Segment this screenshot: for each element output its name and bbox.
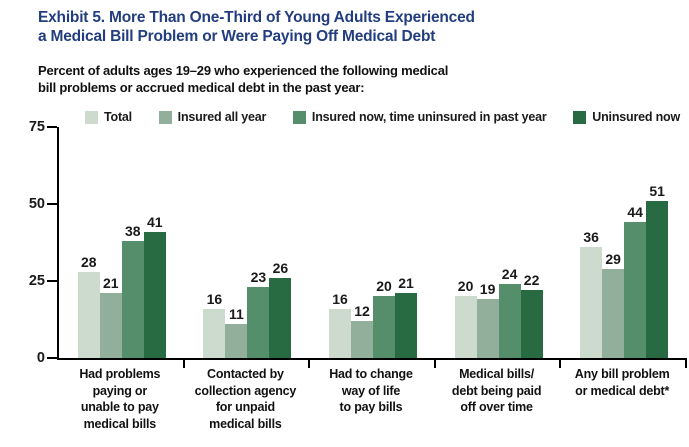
legend-swatch-icon <box>292 110 306 124</box>
x-axis-tick-mark <box>182 360 185 368</box>
bar-value-label: 16 <box>205 289 224 308</box>
bar-value-label: 22 <box>522 271 541 290</box>
bar-total: 28 <box>77 252 100 358</box>
bar-value-label: 12 <box>353 302 371 321</box>
bar-uninsured-now: 41 <box>143 212 166 358</box>
bar-insured-all-year: 29 <box>602 249 625 358</box>
bar-insured-now-time-uninsured-in-past-year: 24 <box>498 265 521 358</box>
chart-subtitle: Percent of adults ages 19–29 who experie… <box>38 63 449 95</box>
bar-uninsured-now: 22 <box>520 271 543 358</box>
category-label: Any bill problem or medical debt* <box>574 367 670 398</box>
bar-total: 16 <box>328 289 351 358</box>
legend-item-insured-all-year: Insured all year <box>158 110 267 124</box>
legend-swatch-icon <box>85 110 98 124</box>
category-label: Contacted by collection agency for unpai… <box>194 367 297 431</box>
bar-value-label: 20 <box>456 277 475 296</box>
bar-insured-now-time-uninsured-in-past-year: 20 <box>372 277 395 358</box>
bar-insured-all-year: 12 <box>350 302 373 358</box>
bar-value-label: 16 <box>331 289 349 308</box>
bar-value-label: 21 <box>102 274 120 293</box>
legend-swatch-icon <box>158 110 172 124</box>
bar-value-label: 28 <box>80 252 98 271</box>
legend-label: Total <box>104 110 132 124</box>
y-axis-tick-mark <box>47 126 57 128</box>
category-labels: Had problems paying or unable to pay med… <box>57 366 685 432</box>
bar-insured-all-year: 11 <box>225 305 248 358</box>
bar-insured-now-time-uninsured-in-past-year: 38 <box>121 221 144 358</box>
x-axis-tick-mark <box>685 360 687 368</box>
y-axis-tick-label: 25 <box>28 273 45 289</box>
bar-total: 20 <box>454 277 477 358</box>
bar-value-label: 20 <box>375 277 393 296</box>
bar-insured-all-year: 21 <box>99 274 122 358</box>
bar-insured-all-year: 19 <box>476 280 499 358</box>
chart-title: Exhibit 5. More Than One-Third of Young … <box>38 9 475 45</box>
bar-group: 36 29 44 51 <box>561 127 687 358</box>
x-axis-tick-mark <box>433 360 436 368</box>
bar-value-label: 26 <box>271 258 290 277</box>
bar-value-label: 38 <box>124 221 142 240</box>
bar-value-label: 19 <box>478 280 497 299</box>
bar-uninsured-now: 26 <box>269 258 292 358</box>
bar-value-label: 24 <box>500 265 519 284</box>
y-axis-tick-label: 75 <box>28 119 45 135</box>
bar-total: 16 <box>203 289 226 358</box>
legend-label: Insured now, time uninsured in past year <box>311 110 547 124</box>
bar-insured-now-time-uninsured-in-past-year: 44 <box>624 203 647 358</box>
bar-insured-now-time-uninsured-in-past-year: 23 <box>247 268 270 358</box>
category-label: Had problems paying or unable to pay med… <box>79 367 161 431</box>
bar-value-label: 36 <box>582 228 600 247</box>
legend: Total Insured all year Insured now, time u… <box>85 110 680 124</box>
bar-value-label: 23 <box>249 268 268 287</box>
legend-item-uninsured-now: Uninsured now <box>573 110 680 124</box>
bar-group: 16 12 20 21 <box>310 127 436 358</box>
bar-total: 36 <box>580 228 603 358</box>
plot-area: 0 25 50 75 28 21 38 41 16 11 23 26 16 12 20 21 20 19 24 22 3… <box>29 119 687 368</box>
y-axis-tick-label: 0 <box>36 350 45 366</box>
bar-value-label: 29 <box>604 249 622 268</box>
bar-uninsured-now: 51 <box>646 181 669 358</box>
y-axis-tick-mark <box>47 280 57 282</box>
legend-swatch-icon <box>573 110 587 124</box>
bar-value-label: 41 <box>146 212 164 231</box>
category-label: Medical bills/ debt being paid off over … <box>451 367 542 414</box>
y-axis-tick-label: 50 <box>28 196 45 212</box>
y-axis-tick-mark <box>47 357 57 359</box>
legend-label: Uninsured now <box>592 110 680 124</box>
bar-value-label: 21 <box>397 274 415 293</box>
bar-group: 20 19 24 22 <box>436 127 562 358</box>
legend-item-total: Total <box>85 110 132 124</box>
y-axis-tick-mark <box>47 203 57 205</box>
bar-uninsured-now: 21 <box>394 274 417 358</box>
bar-group: 16 11 23 26 <box>185 127 311 358</box>
bar-groups: 28 21 38 41 16 11 23 26 16 12 20 21 20 19 24 22 36 29 44 51 <box>59 127 687 358</box>
x-axis-tick-mark <box>308 360 311 368</box>
category-label: Had to change way of life to pay bills <box>329 367 413 414</box>
bar-value-label: 11 <box>227 305 245 324</box>
bar-value-label: 51 <box>648 181 666 200</box>
legend-item-insured-now-time-uninsured-in-past-year: Insured now, time uninsured in past year <box>292 110 547 124</box>
legend-label: Insured all year <box>177 110 267 124</box>
bar-group: 28 21 38 41 <box>59 127 185 358</box>
bar-value-label: 44 <box>626 203 644 222</box>
x-axis-tick-mark <box>559 360 562 368</box>
